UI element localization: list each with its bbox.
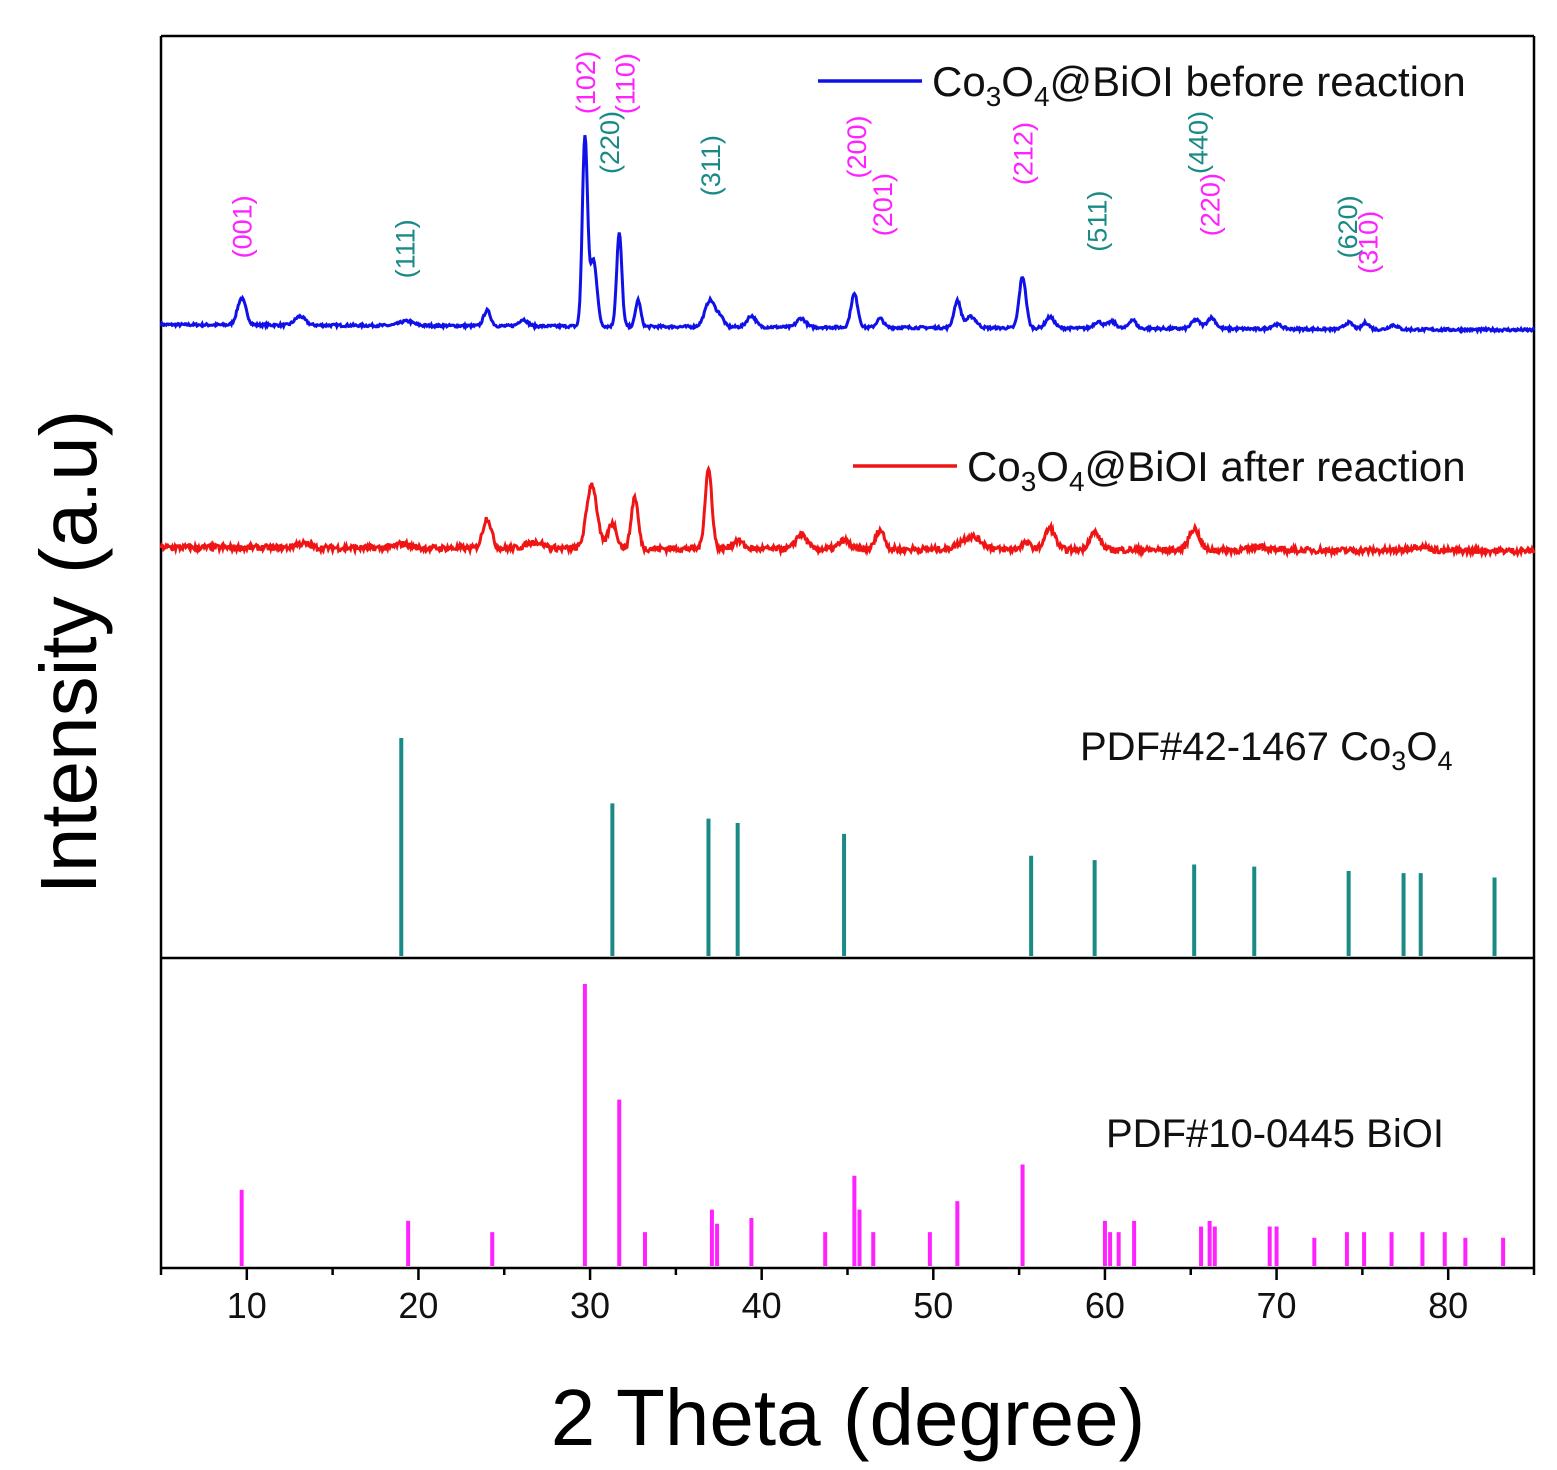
- legend-after-reaction: Co3O4@BiOI after reaction: [853, 443, 1466, 497]
- reference-sticks-co3o4: [399, 738, 1497, 956]
- x-tick-label: 20: [398, 1285, 438, 1326]
- hkl-label: (001): [228, 195, 258, 258]
- hkl-label: (310): [1354, 211, 1384, 274]
- x-tick-label: 40: [742, 1285, 782, 1326]
- plot-frame: [159, 34, 1536, 1270]
- x-tick-label: 30: [570, 1285, 610, 1326]
- hkl-label: (620): [1333, 195, 1363, 258]
- x-tick-label: 70: [1257, 1285, 1297, 1326]
- hkl-label: (110): [610, 53, 640, 114]
- hkl-annotations: (001) (111)(102)(220)(110)(311) (200)(201)…: [228, 51, 1384, 278]
- series-line-after-reaction: [159, 464, 1536, 559]
- hkl-label: (102): [571, 51, 601, 114]
- reference-sticks-bioi: [239, 984, 1506, 1266]
- legend-label-after: Co3O4@BiOI after reaction: [967, 443, 1466, 497]
- series-line-before-reaction: [159, 135, 1536, 335]
- hkl-label: (200): [842, 115, 872, 178]
- x-axis-ticks: 10 20 30 40 50 60 70 80: [159, 1268, 1536, 1326]
- x-tick-label: 60: [1085, 1285, 1125, 1326]
- hkl-label: (212): [1009, 122, 1039, 185]
- legend-label-before: Co3O4@BiOI before reaction: [932, 58, 1466, 112]
- hkl-label: (220): [1196, 173, 1226, 236]
- x-tick-label: 50: [913, 1285, 953, 1326]
- hkl-label: (440): [1184, 111, 1214, 174]
- x-axis-title: 2 Theta (degree): [551, 1373, 1145, 1462]
- reference-label-bioi: PDF#10-0445 BiOI: [1106, 1112, 1444, 1156]
- reference-label-co3o4: PDF#42-1467 Co3O4: [1080, 725, 1452, 776]
- hkl-label: (201): [868, 173, 898, 236]
- hkl-label: (311): [696, 135, 726, 196]
- hkl-label: (220): [595, 111, 625, 174]
- x-tick-label: 80: [1428, 1285, 1468, 1326]
- hkl-label: (111): [391, 219, 421, 278]
- hkl-label: (511): [1082, 191, 1112, 252]
- legend-before-reaction: Co3O4@BiOI before reaction: [818, 58, 1466, 112]
- y-axis-title: Intensity (a.u): [24, 410, 113, 895]
- x-tick-label: 10: [227, 1285, 267, 1326]
